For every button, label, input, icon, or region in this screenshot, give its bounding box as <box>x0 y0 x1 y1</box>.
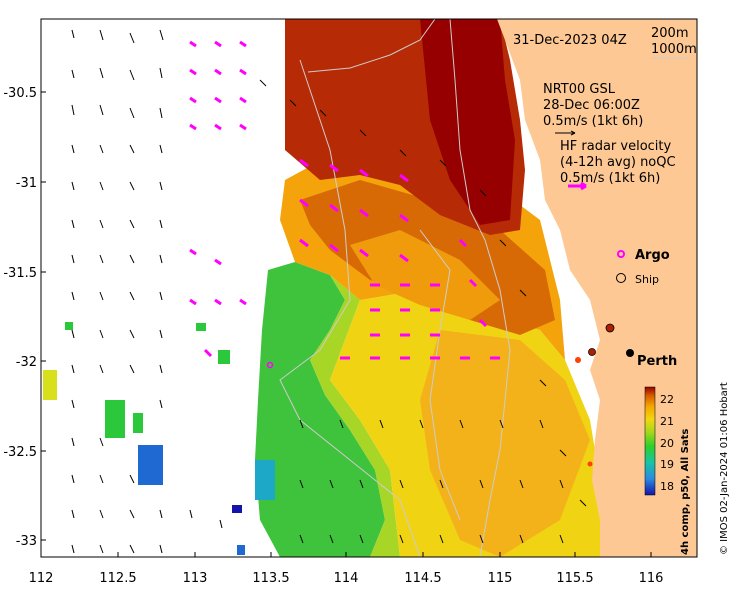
map-date: 31-Dec-2023 04Z <box>513 33 627 48</box>
y-tick-label: -31 <box>16 176 37 191</box>
ship-marker-3 <box>575 357 581 363</box>
x-axis: 112 112.5 113 113.5 114 114.5 115 115.5 … <box>29 571 664 586</box>
y-tick-label: -32.5 <box>3 445 37 460</box>
sst-cool-band <box>255 262 385 557</box>
argo-legend-label: Argo <box>635 248 670 263</box>
ship-marker-1 <box>605 323 615 333</box>
plot-frame <box>40 18 698 558</box>
x-tick-label: 113.5 <box>252 571 289 586</box>
contour-label-1000m: 1000m <box>651 42 697 57</box>
x-tick-label: 115 <box>488 571 513 586</box>
x-tick-label: 114.5 <box>404 571 441 586</box>
ship-marker-4 <box>587 461 593 467</box>
bathymetry-contours <box>279 19 511 557</box>
sst-eddy-core <box>350 230 500 320</box>
model-arrows <box>71 29 587 554</box>
x-tick-label: 116 <box>639 571 664 586</box>
hf-radar-scale: 0.5m/s (1kt 6h) <box>560 171 660 186</box>
x-tick-label: 113 <box>183 571 208 586</box>
contour-label-200m: 200m <box>651 26 688 41</box>
contour-200m <box>449 19 511 557</box>
hf-radar-label: HF radar velocity <box>560 139 672 154</box>
city-label-perth: Perth <box>637 354 677 369</box>
colorbar-tick: 18 <box>660 480 674 493</box>
colorbar-tick: 21 <box>660 415 674 428</box>
colorbar-tick: 19 <box>660 458 674 471</box>
model-scale-arrow <box>555 130 576 136</box>
ship-legend-icon <box>616 273 626 283</box>
perth-marker <box>626 349 634 357</box>
radar-arrows <box>189 40 500 360</box>
colorbar-tick: 20 <box>660 437 674 450</box>
argo-floats <box>266 361 274 369</box>
contour-1000m <box>279 19 436 557</box>
y-tick-label: -30.5 <box>3 86 37 101</box>
colorbar-ticks: 22 21 20 19 18 <box>660 393 674 493</box>
model-scale: 0.5m/s (1kt 6h) <box>543 114 643 129</box>
model-label: NRT00 GSL <box>543 82 616 97</box>
hf-radar-averaging: (4-12h avg) noQC <box>560 155 676 170</box>
x-tick-label: 112 <box>29 571 54 586</box>
sst-yellowgreen <box>310 275 400 557</box>
x-tick-label: 112.5 <box>99 571 136 586</box>
x-tick-label: 114 <box>334 571 359 586</box>
ship-marker-2 <box>588 348 596 356</box>
y-axis: -30.5 -31 -31.5 -32 -32.5 -33 <box>3 86 37 549</box>
x-tick-label: 115.5 <box>556 571 593 586</box>
ship-legend-label: Ship <box>635 273 659 286</box>
contour-shelf <box>419 229 461 521</box>
axis-ticks <box>40 91 652 557</box>
sst-warmest <box>420 19 515 225</box>
y-tick-label: -32 <box>16 355 37 370</box>
y-tick-label: -31.5 <box>3 266 37 281</box>
credit-text: © IMOS 02-Jan-2024 01:06 Hobart <box>719 382 730 555</box>
colorbar <box>644 386 656 496</box>
model-date: 28-Dec 06:00Z <box>543 98 640 113</box>
colorbar-title: 4h comp, p50, All Sats <box>680 429 691 555</box>
y-tick-label: -33 <box>16 534 37 549</box>
sst-orange-south <box>420 330 590 557</box>
hf-scale-arrow <box>568 181 587 191</box>
argo-legend-icon <box>617 250 625 258</box>
colorbar-tick: 22 <box>660 393 674 406</box>
